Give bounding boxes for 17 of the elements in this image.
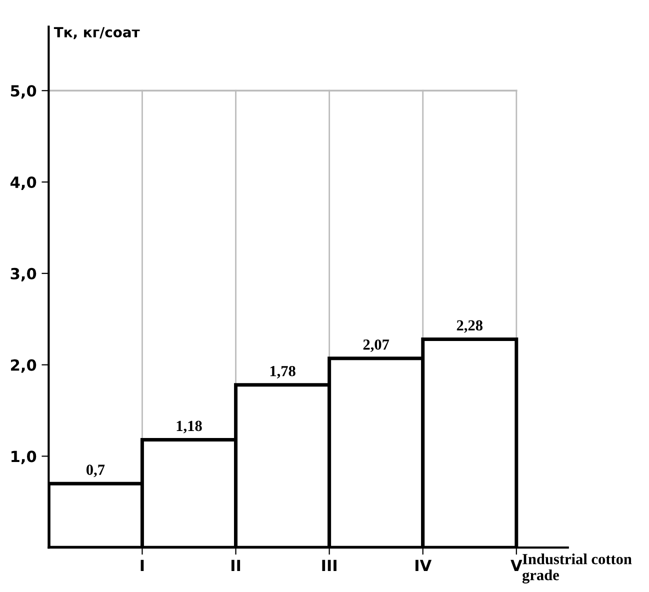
data-label: 2,07 [363, 339, 390, 352]
y-tick-label: 4,0 [10, 176, 36, 190]
x-tick-label: IV [416, 560, 432, 572]
x-axis-title: Industrial cotton grade [522, 554, 632, 584]
data-label: 2,28 [456, 320, 483, 333]
data-label: 0,7 [86, 464, 105, 478]
data-label: 1,18 [176, 420, 202, 434]
y-tick-label: 1,0 [12, 450, 36, 464]
y-tick-label: 3,0 [10, 268, 36, 282]
x-tick-label: I [140, 560, 144, 572]
x-tick-label: III [322, 560, 336, 572]
x-tick-label: II [231, 560, 240, 572]
y-axis-title: Тк, кг/соат [54, 27, 140, 40]
y-tick-label: 5,0 [10, 85, 36, 99]
x-tick-label: V [510, 560, 522, 572]
data-label: 1,78 [270, 366, 296, 378]
y-tick-label: 2,0 [11, 359, 36, 373]
